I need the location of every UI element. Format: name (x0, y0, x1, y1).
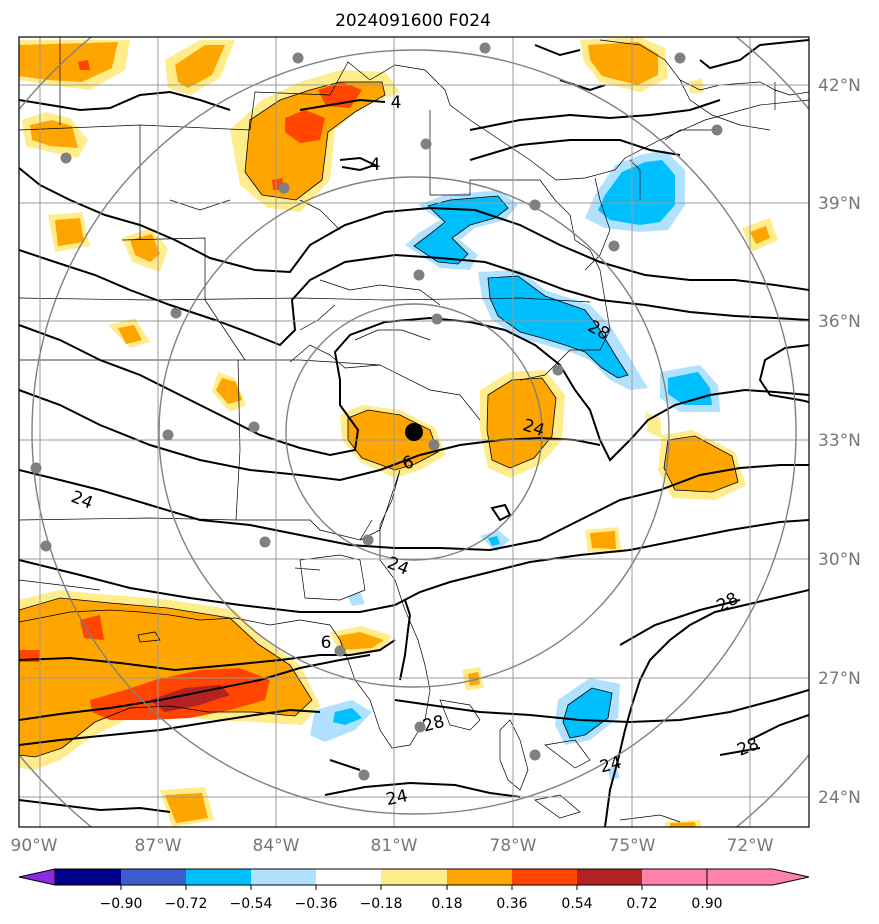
colorbar-extend-low (18, 868, 56, 886)
lat-tick-label: 42°N (818, 76, 861, 96)
lon-tick-label: 81°W (371, 836, 418, 856)
colorbar-tick-label: −0.90 (100, 896, 143, 912)
colorbar-segment (512, 869, 577, 885)
lat-tick-label: 39°N (818, 194, 861, 214)
lat-tick-label: 30°N (818, 550, 861, 570)
colorbar-segment (316, 869, 381, 885)
lat-tick-label: 27°N (818, 669, 861, 689)
lon-tick-label: 78°W (490, 836, 537, 856)
lon-tick-label: 72°W (727, 836, 774, 856)
colorbar-extend-high (706, 868, 810, 886)
colorbar-tick-label: −0.54 (230, 896, 273, 912)
colorbar-segment (577, 869, 642, 885)
positive-anomaly-peak (150, 685, 230, 712)
colorbar-tick-label: 0.54 (561, 896, 592, 912)
colorbar-tick-label: 0.18 (431, 896, 462, 912)
colorbar-tick-label: −0.36 (295, 896, 338, 912)
colorbar-segment (251, 869, 316, 885)
lon-tick-label: 87°W (135, 836, 182, 856)
contour-label: 4 (391, 93, 402, 113)
shaded-field (19, 37, 778, 827)
colorbar-tick-label: −0.72 (165, 896, 208, 912)
center-marker (405, 423, 423, 441)
contour-label: 4 (370, 155, 381, 175)
lat-tick-label: 33°N (818, 431, 861, 451)
coastlines-borders (19, 37, 809, 823)
lat-tick-label: 24°N (818, 788, 861, 808)
contour-label: 6 (321, 633, 332, 653)
colorbar-tick-label: 0.72 (626, 896, 657, 912)
colorbar-segment (55, 869, 121, 885)
lon-tick-label: 84°W (253, 836, 300, 856)
latitude-labels: 42°N 39°N 36°N 33°N 30°N 27°N 24°N (818, 76, 861, 808)
colorbar-segment (447, 869, 512, 885)
station-markers (30, 42, 723, 781)
lon-tick-label: 75°W (609, 836, 656, 856)
colorbar-segment (121, 869, 186, 885)
colorbar-tick-label: −0.18 (360, 896, 403, 912)
contour-lines (19, 39, 809, 827)
lon-tick-label: 90°W (11, 836, 58, 856)
colorbar-tick-label: 0.90 (691, 896, 722, 912)
colorbar: −0.90 −0.72 −0.54 −0.36 −0.18 0.18 0.36 … (18, 868, 810, 912)
colorbar-segment (381, 869, 447, 885)
colorbar-segment (186, 869, 251, 885)
gridlines (19, 37, 809, 827)
colorbar-segment (642, 869, 707, 885)
longitude-labels: 90°W 87°W 84°W 81°W 78°W 75°W 72°W (11, 836, 774, 856)
colorbar-tick-label: 0.36 (496, 896, 527, 912)
map-frame (18, 36, 810, 828)
lat-tick-label: 36°N (818, 312, 861, 332)
contour-label: 24 (384, 786, 409, 810)
map-title: 2024091600 F024 (335, 11, 491, 31)
